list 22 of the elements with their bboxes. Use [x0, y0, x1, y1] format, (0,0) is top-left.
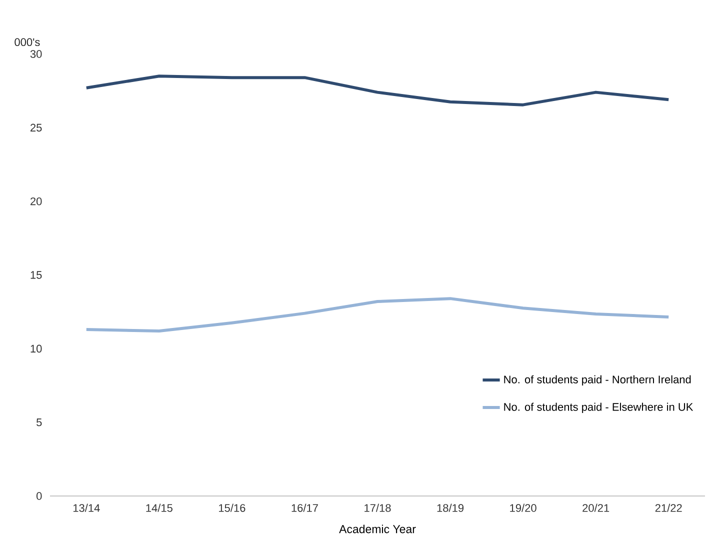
x-tick-label: 19/20: [510, 504, 536, 512]
x-axis-title: Academic Year: [339, 524, 416, 534]
legend-label: No. of students paid - Northern Ireland: [504, 375, 691, 386]
y-tick-label: 30: [30, 50, 42, 58]
y-tick-label: 20: [30, 197, 42, 206]
x-tick-label: 13/14: [73, 504, 100, 512]
x-tick-label: 21/22: [655, 504, 682, 512]
y-tick-label: 0: [36, 492, 42, 500]
x-tick-label: 14/15: [146, 504, 172, 512]
x-tick-label: 18/19: [437, 504, 464, 512]
legend-label: No. of students paid - Elsewhere in UK: [504, 402, 694, 414]
y-tick-label: 15: [30, 271, 42, 279]
x-tick-label: 17/18: [364, 504, 391, 512]
x-tick-label: 15/16: [219, 504, 246, 512]
y-tick-label: 25: [30, 124, 42, 132]
line-series: [84, 74, 670, 106]
y-tick-label: 10: [30, 344, 42, 353]
y-axis-title: 000's: [14, 38, 40, 46]
line-series: [84, 297, 670, 332]
y-tick-label: 5: [36, 418, 42, 426]
x-tick-label: 16/17: [292, 504, 318, 512]
x-tick-label: 20/21: [582, 504, 610, 512]
